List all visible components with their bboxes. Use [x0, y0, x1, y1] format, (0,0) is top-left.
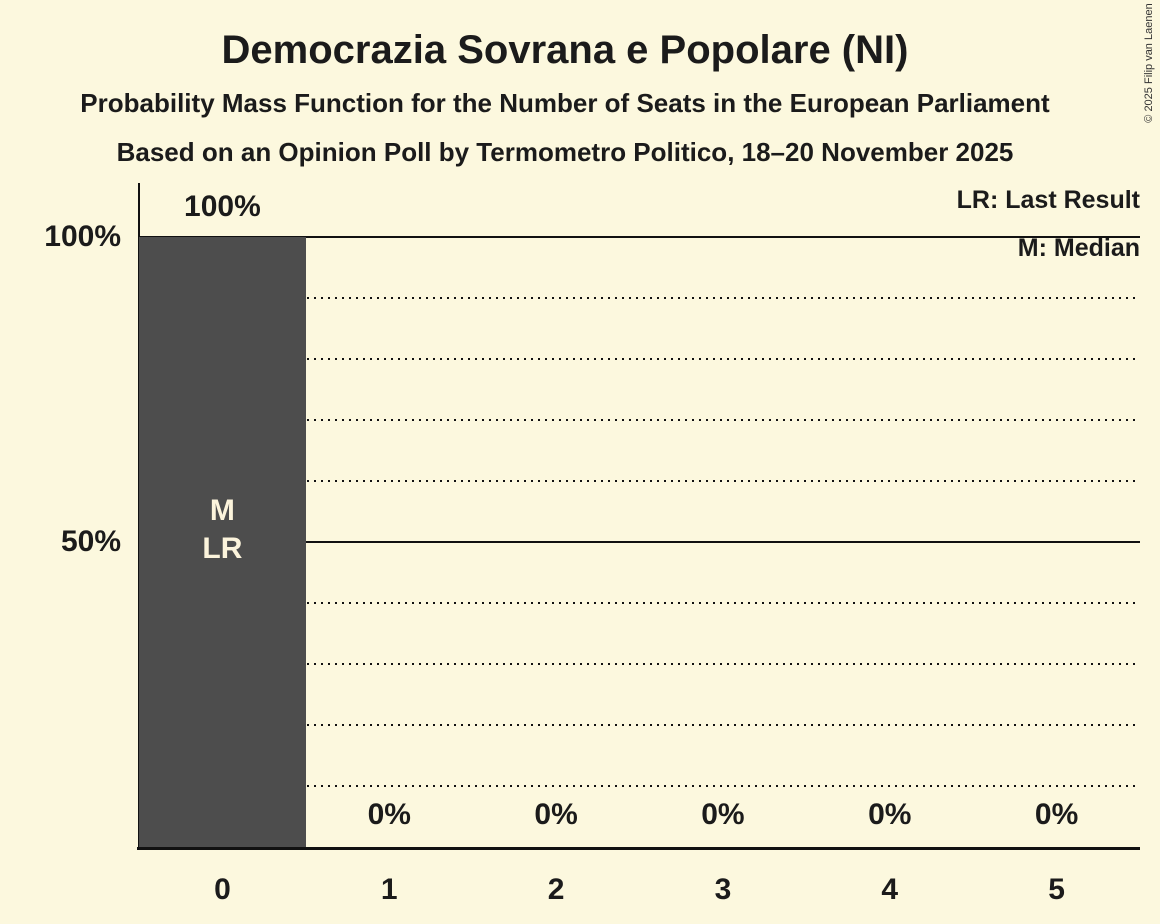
chart-title: Democrazia Sovrana e Popolare (NI) — [221, 28, 909, 72]
gridline-20 — [139, 724, 1140, 726]
zero-value-label-4: 0% — [868, 798, 912, 831]
chart-caption: Based on an Opinion Poll by Termometro P… — [116, 137, 1014, 167]
bar-seats-0 — [139, 237, 306, 847]
gridline-90 — [139, 297, 1140, 299]
gridline-10 — [139, 785, 1140, 787]
x-tick-label-4: 4 — [881, 873, 899, 906]
zero-value-label-5: 0% — [1034, 798, 1079, 831]
gridline-30 — [139, 663, 1140, 665]
bar-annotation-0: M LR — [202, 494, 243, 565]
zero-value-label-2: 0% — [534, 798, 578, 831]
legend-last-result: LR: Last Result — [956, 186, 1140, 214]
chart-subtitle: Probability Mass Function for the Number… — [80, 88, 1050, 118]
x-tick-label-3: 3 — [714, 873, 732, 906]
x-tick-label-5: 5 — [1048, 873, 1065, 906]
x-tick-label-2: 2 — [547, 873, 565, 906]
gridline-60 — [139, 480, 1140, 482]
gridline-50 — [139, 541, 1140, 543]
copyright-notice: © 2025 Filip van Laenen — [1143, 3, 1155, 123]
y-tick-label-50: 50% — [60, 525, 121, 558]
zero-value-label-3: 0% — [701, 798, 745, 831]
bar-value-label-0: 100% — [184, 190, 261, 223]
gridline-70 — [139, 419, 1140, 421]
gridline-100 — [139, 236, 1140, 238]
y-tick-label-100: 100% — [44, 220, 121, 253]
x-tick-label-0: 0 — [214, 873, 231, 906]
gridline-80 — [139, 358, 1140, 360]
zero-value-label-1: 0% — [367, 798, 411, 831]
x-tick-label-1: 1 — [380, 873, 398, 906]
gridline-40 — [139, 602, 1140, 604]
x-axis-line — [137, 847, 1140, 850]
legend-median: M: Median — [1017, 234, 1140, 262]
